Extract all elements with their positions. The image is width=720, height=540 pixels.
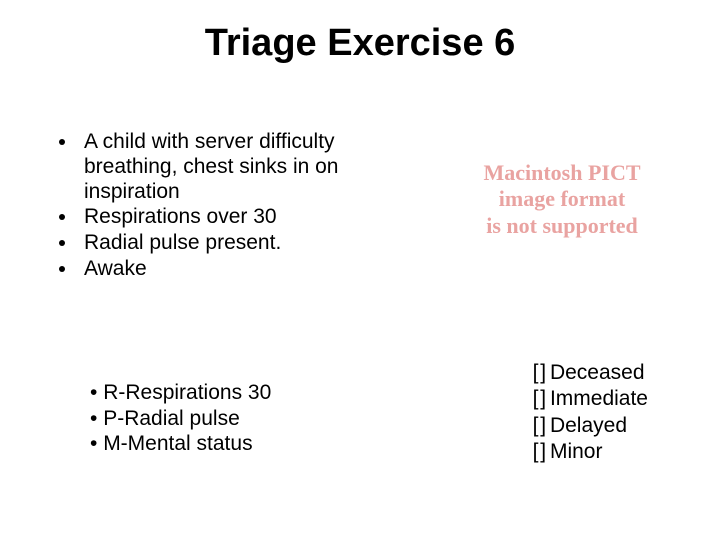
pict-placeholder: Macintosh PICT image format is not suppo… — [452, 160, 672, 239]
sub-bullet-item: R-Respirations 30 — [90, 380, 271, 406]
bullet-item: Awake — [78, 257, 368, 282]
slide-title: Triage Exercise 6 — [0, 22, 720, 65]
pict-line: is not supported — [452, 213, 672, 239]
pict-line: image format — [452, 186, 672, 212]
checkbox-icon: [ ] — [533, 414, 545, 437]
sub-bullet-item: M-Mental status — [90, 431, 271, 457]
answer-label: Deceased — [550, 361, 645, 384]
answer-label: Immediate — [550, 387, 648, 410]
bullet-item: A child with server difficulty breathing… — [78, 130, 368, 204]
answer-label: Delayed — [550, 414, 627, 437]
answer-option: [ ] Delayed — [533, 413, 648, 439]
answer-options: [ ] Deceased [ ] Immediate [ ] Delayed [… — [533, 360, 648, 465]
sub-bullet-list: R-Respirations 30 P-Radial pulse M-Menta… — [90, 380, 271, 457]
answer-option: [ ] Minor — [533, 439, 648, 465]
main-bullet-list: A child with server difficulty breathing… — [58, 130, 368, 282]
slide: Triage Exercise 6 A child with server di… — [0, 0, 720, 540]
left-column: A child with server difficulty breathing… — [58, 130, 368, 283]
answer-label: Minor — [550, 440, 603, 463]
bullet-item: Respirations over 30 — [78, 205, 368, 230]
checkbox-icon: [ ] — [533, 361, 545, 384]
sub-bullet-item: P-Radial pulse — [90, 406, 271, 432]
answer-option: [ ] Immediate — [533, 386, 648, 412]
checkbox-icon: [ ] — [533, 387, 545, 410]
checkbox-icon: [ ] — [533, 440, 545, 463]
pict-line: Macintosh PICT — [452, 160, 672, 186]
bullet-item: Radial pulse present. — [78, 231, 368, 256]
answer-option: [ ] Deceased — [533, 360, 648, 386]
